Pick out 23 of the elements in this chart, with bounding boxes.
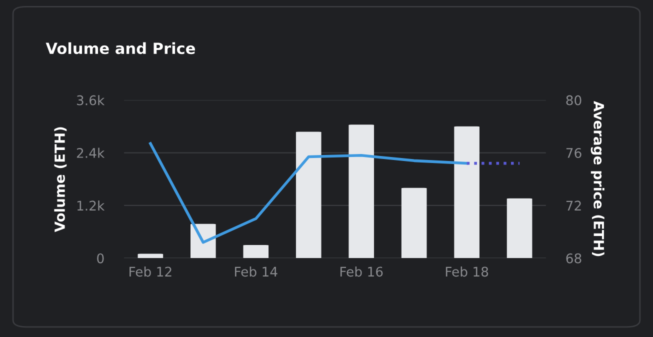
x-tick-label: Feb 14 [235, 266, 278, 277]
y2-tick-label: 72 [566, 200, 581, 210]
bar [401, 188, 427, 258]
x-tick-label: Feb 16 [340, 266, 383, 277]
y-tick-label: 0 [97, 253, 104, 264]
x-tick-label: Feb 18 [446, 266, 488, 277]
y2-tick-label: 76 [566, 148, 582, 158]
y-tick-label: 1.2k [77, 200, 105, 210]
bar [506, 198, 532, 258]
bar [348, 124, 374, 258]
bar [243, 244, 269, 258]
y2-axis-title: Average price (ETH) [590, 100, 604, 256]
y2-tick-label: 80 [566, 95, 582, 106]
line-series [149, 142, 468, 244]
bar [454, 126, 480, 258]
x-tick-label: Feb 12 [130, 266, 172, 277]
y-axis-title: Volume (ETH) [54, 127, 67, 232]
y-tick-label: 2.4k [76, 148, 105, 158]
bar [138, 254, 164, 258]
y2-tick-label: 68 [566, 253, 582, 264]
y-tick-label: 3.6k [77, 95, 105, 106]
bar [296, 132, 322, 258]
chart-title: Volume and Price [46, 42, 195, 54]
